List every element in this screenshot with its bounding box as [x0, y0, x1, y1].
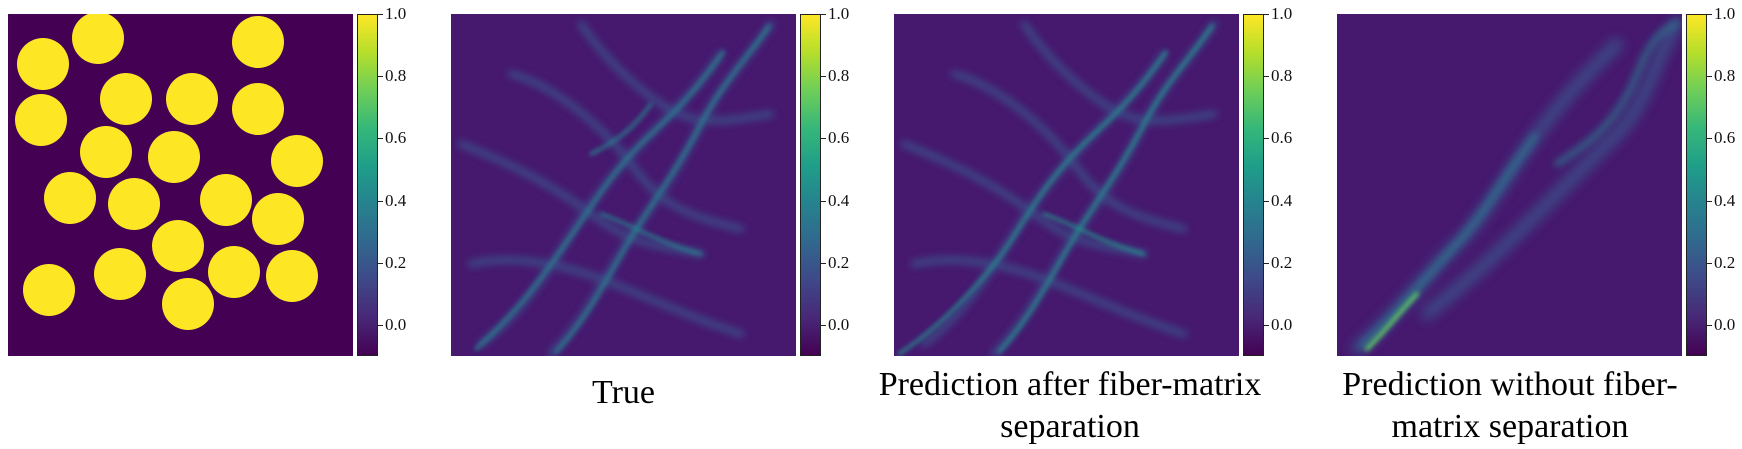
colorbar-tick-label: 0.8 — [385, 66, 407, 86]
prediction-unseparated-svg — [1337, 14, 1682, 356]
colorbar-tick-label: 0.0 — [1271, 314, 1293, 334]
caption-prediction-separated: Prediction after fiber-matrix separation — [878, 366, 1262, 445]
colorbar-tick-label: 0.8 — [1714, 66, 1736, 86]
colorbar-tick-label: 0.2 — [1714, 252, 1736, 272]
prediction-separated-svg — [894, 14, 1239, 356]
colorbar-tick-label: 0.0 — [1714, 314, 1736, 334]
colorbar-tick-label: 0.6 — [1714, 128, 1736, 148]
microstructure-svg — [8, 14, 353, 356]
microstructure-image — [8, 14, 353, 356]
colorbar-tick-label: 0.6 — [385, 128, 407, 148]
prediction-unseparated-image — [1337, 14, 1682, 356]
colorbar-tick-label: 0.4 — [1714, 190, 1736, 210]
true-field-image — [451, 14, 796, 356]
colorbar-4 — [1686, 14, 1707, 356]
caption-true: True — [592, 374, 655, 411]
colorbar-2-ticks: 1.0 0.8 0.6 0.4 0.2 0.0 — [821, 4, 865, 356]
colorbar-1-ticks: 1.0 0.8 0.6 0.4 0.2 0.0 — [378, 4, 422, 356]
colorbar-tick-label: 0.2 — [1271, 252, 1293, 272]
colorbar-gradient — [801, 15, 820, 355]
colorbar-tick-label: 0.2 — [385, 252, 407, 272]
colorbar-2 — [800, 14, 821, 356]
prediction-separated-image — [894, 14, 1239, 356]
colorbar-tick-label: 0.4 — [1271, 190, 1293, 210]
colorbar-tick-label: 1.0 — [385, 4, 407, 23]
colorbar-tick-label: 0.2 — [828, 252, 850, 272]
colorbar-tick-label: 0.6 — [1271, 128, 1293, 148]
colorbar-1 — [357, 14, 378, 356]
colorbar-tick-label: 0.0 — [385, 314, 407, 334]
colorbar-tick-label: 0.6 — [828, 128, 850, 148]
colorbar-tick-label: 1.0 — [1714, 4, 1736, 23]
colorbar-gradient — [358, 15, 377, 355]
colorbar-tick-label: 0.8 — [1271, 66, 1293, 86]
colorbar-4-ticks: 1.0 0.8 0.6 0.4 0.2 0.0 — [1707, 4, 1742, 356]
colorbar-tick-label: 1.0 — [1271, 4, 1293, 23]
caption-prediction-unseparated: Prediction without fiber-matrix separati… — [1342, 366, 1678, 445]
colorbar-3 — [1243, 14, 1264, 356]
colorbar-tick-label: 0.4 — [828, 190, 850, 210]
colorbar-3-ticks: 1.0 0.8 0.6 0.4 0.2 0.0 — [1264, 4, 1308, 356]
true-field-svg — [451, 14, 796, 356]
colorbar-tick-label: 0.0 — [828, 314, 850, 334]
colorbar-tick-label: 0.8 — [828, 66, 850, 86]
colorbar-gradient — [1244, 15, 1263, 355]
colorbar-tick-label: 1.0 — [828, 4, 850, 23]
colorbar-tick-label: 0.4 — [385, 190, 407, 210]
fiber-circles — [15, 14, 323, 330]
colorbar-gradient — [1687, 15, 1706, 355]
